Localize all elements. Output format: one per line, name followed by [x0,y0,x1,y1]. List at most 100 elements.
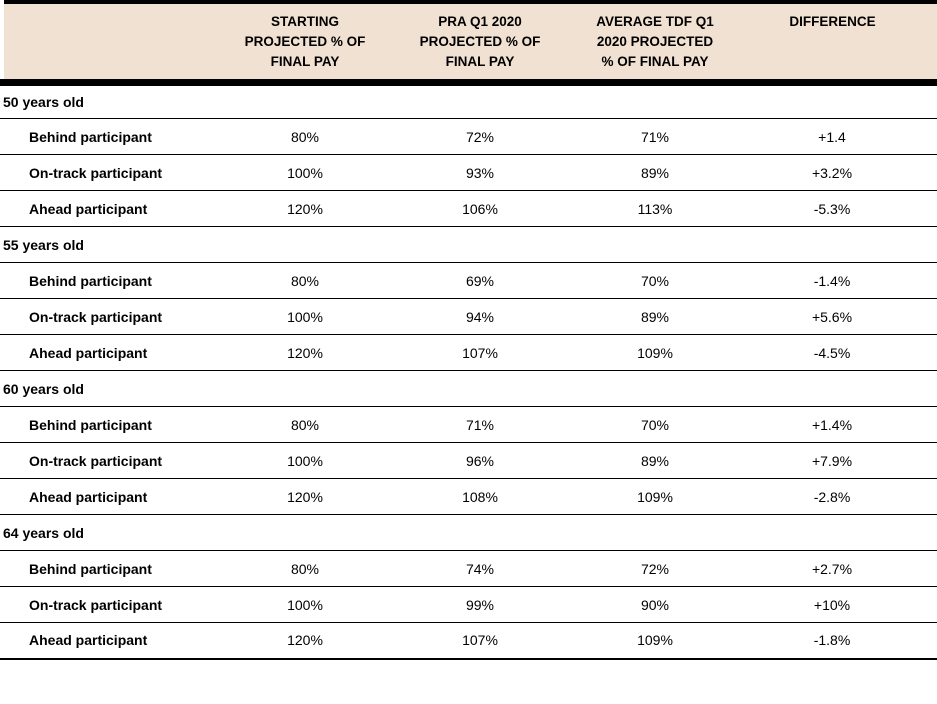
table-row: Behind participant 80% 71% 70% +1.4% [0,407,937,443]
cell-starting: 80% [290,272,320,289]
cell-starting: 120% [287,488,323,505]
cell-pra: 74% [465,560,495,577]
cell-starting: 120% [287,344,323,361]
table-row: Behind participant 80% 74% 72% +2.7% [0,551,937,587]
cell-difference: +5.6% [811,308,853,325]
cell-tdf: 70% [640,416,670,433]
cell-starting: 100% [287,308,323,325]
table-header: STARTING PROJECTED % OF FINAL PAY PRA Q1… [0,2,937,83]
table-row: Ahead participant 120% 107% 109% -1.8% [0,623,937,659]
table-row: On-track participant 100% 93% 89% +3.2% [0,155,937,191]
cell-difference: -2.8% [813,488,851,505]
cell-difference: -1.4% [813,272,851,289]
cell-pra: 99% [465,596,495,613]
left-margin-notch [0,0,4,79]
cell-pra: 106% [462,200,498,217]
cell-pra: 107% [462,632,498,649]
section-label: 50 years old [3,94,84,110]
header-line: FINAL PAY [270,54,340,69]
row-label: Ahead participant [29,632,148,649]
cell-starting: 100% [287,164,323,181]
section-label: 64 years old [3,524,84,541]
row-label: Behind participant [29,416,152,433]
table-row: Ahead participant 120% 107% 109% -4.5% [0,335,937,371]
row-label: Ahead participant [29,488,148,505]
section-label: 60 years old [3,380,84,397]
projection-table: STARTING PROJECTED % OF FINAL PAY PRA Q1… [0,2,937,659]
header-line: AVERAGE TDF Q1 [596,14,714,29]
cell-difference: -4.5% [813,344,851,361]
cell-tdf: 113% [637,200,673,217]
cell-tdf: 109% [637,632,673,649]
table-row: On-track participant 100% 94% 89% +5.6% [0,299,937,335]
cell-starting: 120% [287,200,323,217]
row-label: Behind participant [29,272,152,289]
table-body: 50 years old Behind participant 80% 72% … [0,83,937,659]
header-col-starting: STARTING PROJECTED % OF FINAL PAY [218,2,392,83]
table-row: Ahead participant 120% 108% 109% -2.8% [0,479,937,515]
cell-starting: 100% [287,596,323,613]
cell-starting: 120% [287,632,323,649]
row-label: On-track participant [29,452,163,469]
table-row: Behind participant 80% 69% 70% -1.4% [0,263,937,299]
table-row: On-track participant 100% 96% 89% +7.9% [0,443,937,479]
row-label: On-track participant [29,596,163,613]
section-row-64: 64 years old [0,515,937,551]
header-line: PRA Q1 2020 [438,14,522,29]
cell-pra: 96% [465,452,495,469]
row-label: Ahead participant [29,200,148,217]
header-line: PROJECTED % OF [244,34,366,49]
row-label: Behind participant [29,560,152,577]
cell-difference: -5.3% [813,200,851,217]
projection-table-wrap: STARTING PROJECTED % OF FINAL PAY PRA Q1… [0,0,937,659]
header-line: DIFFERENCE [789,14,876,29]
cell-tdf: 89% [640,164,670,181]
cell-tdf: 89% [640,308,670,325]
cell-pra: 94% [465,308,495,325]
cell-pra: 72% [465,128,495,145]
row-label: Behind participant [29,128,152,145]
cell-tdf: 72% [640,560,670,577]
header-line: STARTING [271,14,339,29]
cell-tdf: 109% [637,488,673,505]
cell-tdf: 70% [640,272,670,289]
header-line: PROJECTED % OF [419,34,541,49]
table-row: Behind participant 80% 72% 71% +1.4 [0,119,937,155]
row-label: Ahead participant [29,344,148,361]
header-col-difference: DIFFERENCE [742,2,937,83]
cell-difference: +2.7% [811,560,853,577]
cell-difference: +7.9% [811,452,853,469]
cell-pra: 71% [465,416,495,433]
header-col-tdf: AVERAGE TDF Q1 2020 PROJECTED % OF FINAL… [568,2,742,83]
table-row: Ahead participant 120% 106% 113% -5.3% [0,191,937,227]
cell-pra: 108% [462,488,498,505]
header-col-pra: PRA Q1 2020 PROJECTED % OF FINAL PAY [392,2,568,83]
row-label: On-track participant [29,164,163,181]
cell-pra: 107% [462,344,498,361]
cell-difference: +1.4 [818,128,846,145]
table-row: On-track participant 100% 99% 90% +10% [0,587,937,623]
cell-pra: 93% [465,164,495,181]
section-row-60: 60 years old [0,371,937,407]
cell-difference: +1.4% [811,416,853,433]
cell-tdf: 109% [637,344,673,361]
header-line: % OF FINAL PAY [601,54,709,69]
cell-difference: +3.2% [811,164,853,181]
header-line: 2020 PROJECTED [596,34,714,49]
header-corner-cell [0,2,218,83]
cell-starting: 80% [290,416,320,433]
cell-tdf: 71% [640,128,670,145]
cell-tdf: 89% [640,452,670,469]
cell-difference: +10% [813,596,851,613]
cell-tdf: 90% [640,596,670,613]
section-row-55: 55 years old [0,227,937,263]
cell-starting: 80% [290,128,320,145]
cell-starting: 100% [287,452,323,469]
cell-pra: 69% [465,272,495,289]
row-label: On-track participant [29,308,163,325]
section-row-50: 50 years old [0,83,937,119]
section-label: 55 years old [3,236,84,253]
header-row: STARTING PROJECTED % OF FINAL PAY PRA Q1… [0,2,937,83]
header-line: FINAL PAY [445,54,515,69]
cell-starting: 80% [290,560,320,577]
